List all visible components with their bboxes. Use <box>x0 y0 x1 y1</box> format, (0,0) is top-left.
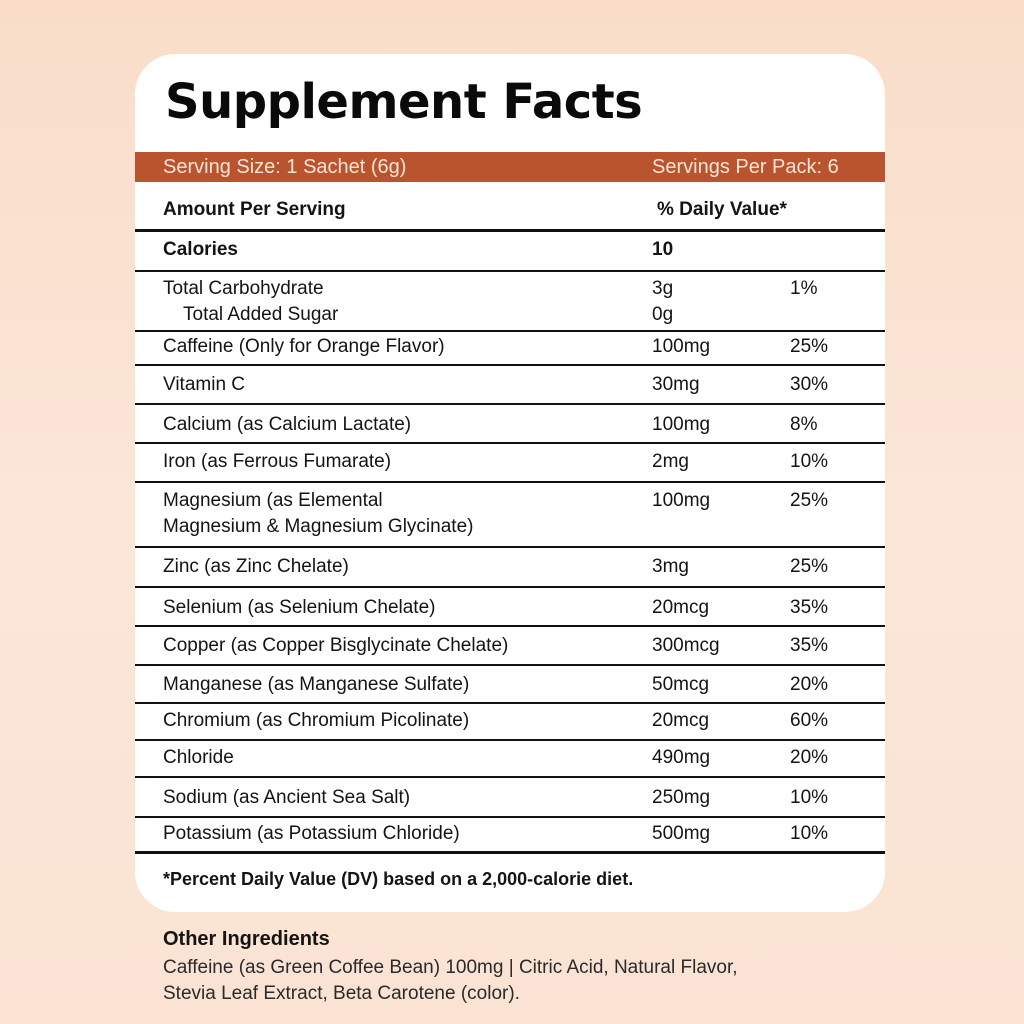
calories-value: 10 <box>652 239 674 260</box>
carbohydrate-dv: 1% <box>790 278 818 299</box>
nutrient-amount: 20mcg <box>652 597 710 618</box>
serving-bar: Serving Size: 1 Sachet (6g) Servings Per… <box>135 152 885 182</box>
nutrient-dv: 35% <box>790 597 829 618</box>
nutrient-amount: 50mcg <box>652 674 710 695</box>
nutrient-dv: 25% <box>790 336 829 357</box>
nutrient-label: Zinc (as Zinc Chelate) <box>163 556 349 577</box>
nutrient-amount: 500mg <box>652 823 711 844</box>
nutrient-amount: 100mg <box>652 336 711 357</box>
nutrient-amount: 490mg <box>652 747 711 768</box>
divider <box>135 776 885 778</box>
nutrient-label-line2: Magnesium & Magnesium Glycinate) <box>163 516 474 537</box>
nutrient-dv: 25% <box>790 490 829 511</box>
nutrient-amount: 250mg <box>652 787 711 808</box>
divider <box>135 664 885 666</box>
daily-value-label: % Daily Value* <box>657 199 787 220</box>
amount-per-serving-label: Amount Per Serving <box>163 199 346 220</box>
added-sugar-amount: 0g <box>652 304 674 325</box>
divider <box>135 702 885 704</box>
divider <box>135 816 885 818</box>
nutrient-label: Magnesium (as Elemental <box>163 490 383 511</box>
divider <box>135 403 885 405</box>
other-ingredients: Other Ingredients Caffeine (as Green Cof… <box>163 928 883 1007</box>
nutrient-label: Copper (as Copper Bisglycinate Chelate) <box>163 635 509 656</box>
divider <box>135 546 885 548</box>
nutrient-amount: 100mg <box>652 490 711 511</box>
panel-title: Supplement Facts <box>165 74 643 130</box>
nutrient-dv: 25% <box>790 556 829 577</box>
supplement-facts-panel: Supplement Facts Serving Size: 1 Sachet … <box>135 54 885 912</box>
nutrient-label: Caffeine (Only for Orange Flavor) <box>163 336 445 357</box>
other-ingredients-line1: Caffeine (as Green Coffee Bean) 100mg | … <box>163 957 738 978</box>
other-ingredients-heading: Other Ingredients <box>163 928 330 950</box>
nutrient-dv: 8% <box>790 414 818 435</box>
carbohydrate-label: Total Carbohydrate <box>163 278 324 299</box>
divider <box>135 442 885 444</box>
nutrient-label: Sodium (as Ancient Sea Salt) <box>163 787 411 808</box>
divider-thick <box>135 851 885 854</box>
added-sugar-label: Total Added Sugar <box>183 304 339 325</box>
serving-size: Serving Size: 1 Sachet (6g) <box>163 156 407 178</box>
nutrient-label: Potassium (as Potassium Chloride) <box>163 823 460 844</box>
servings-per-pack: Servings Per Pack: 6 <box>652 156 839 178</box>
nutrient-dv: 10% <box>790 451 829 472</box>
nutrient-label: Manganese (as Manganese Sulfate) <box>163 674 470 695</box>
nutrient-label: Iron (as Ferrous Fumarate) <box>163 451 392 472</box>
nutrient-label: Calcium (as Calcium Lactate) <box>163 414 412 435</box>
divider <box>135 270 885 272</box>
daily-value-footnote: *Percent Daily Value (DV) based on a 2,0… <box>163 869 634 889</box>
nutrient-dv: 10% <box>790 823 829 844</box>
divider <box>135 364 885 366</box>
nutrient-dv: 30% <box>790 374 829 395</box>
nutrient-dv: 20% <box>790 747 829 768</box>
divider <box>135 586 885 588</box>
nutrient-amount: 300mcg <box>652 635 720 656</box>
nutrient-amount: 30mg <box>652 374 700 395</box>
nutrient-amount: 2mg <box>652 451 689 472</box>
nutrient-dv: 60% <box>790 710 829 731</box>
nutrient-amount: 100mg <box>652 414 711 435</box>
divider <box>135 739 885 741</box>
nutrient-dv: 10% <box>790 787 829 808</box>
nutrient-amount: 20mcg <box>652 710 710 731</box>
divider <box>135 481 885 483</box>
divider <box>135 330 885 332</box>
nutrient-label: Selenium (as Selenium Chelate) <box>163 597 436 618</box>
nutrient-amount: 3mg <box>652 556 689 577</box>
calories-label: Calories <box>163 239 238 260</box>
nutrient-label: Chloride <box>163 747 234 768</box>
nutrient-dv: 35% <box>790 635 829 656</box>
other-ingredients-line2: Stevia Leaf Extract, Beta Carotene (colo… <box>163 983 520 1004</box>
nutrient-dv: 20% <box>790 674 829 695</box>
nutrient-label: Chromium (as Chromium Picolinate) <box>163 710 470 731</box>
carbohydrate-amount: 3g <box>652 278 674 299</box>
nutrient-label: Vitamin C <box>163 374 246 395</box>
divider-thick <box>135 229 885 232</box>
divider <box>135 625 885 627</box>
